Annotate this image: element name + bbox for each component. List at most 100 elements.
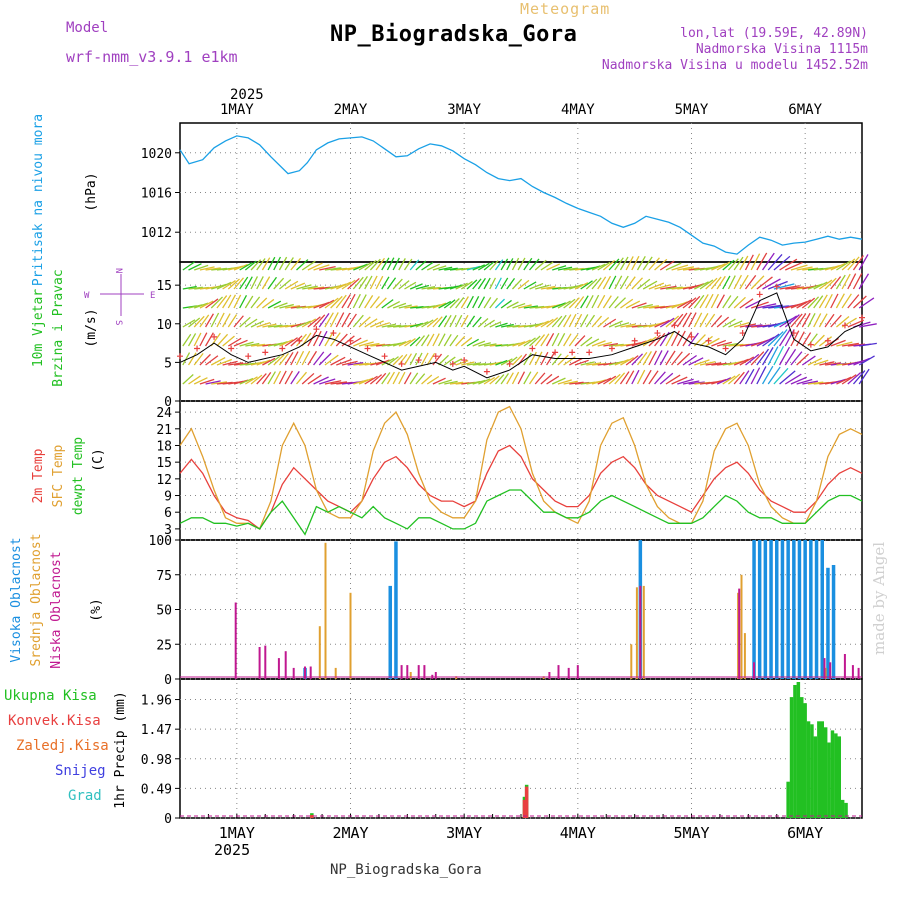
wind-barb [801,355,816,366]
wind-barb [637,303,653,309]
model-value: wrf-nmm_v3.9.1 e1km [66,48,238,66]
wind-barb [585,278,598,290]
wind-barb [489,277,497,290]
wind-gust-mark [313,326,320,333]
wind-barb [790,313,803,328]
lonlat-label: lon,lat (19.59E, 42.89N) [680,26,868,41]
precip-legend-conv: Konvek.Kisa [8,713,101,729]
wind-barb [199,378,215,385]
wind-barb [284,370,294,385]
wind-barb [273,370,282,385]
cloud-y-tick-label: 75 [156,569,172,584]
wind-barb [682,312,692,328]
wind-barb [494,374,505,385]
wind-barb [540,333,550,347]
wind-barb [290,371,300,385]
wind-barb [477,277,486,290]
wind-barb [358,294,367,309]
wind-barb [512,354,523,366]
wind-barb [387,356,399,366]
wind-barb [722,275,731,290]
wind-barb [648,370,659,385]
wind-barb [324,354,339,366]
wind-barb [455,359,469,366]
wind-barb [330,356,346,366]
wind-barb [222,294,232,309]
wind-barb [233,315,244,328]
wind-barb [591,294,600,309]
wind-barb [813,281,828,290]
wind-barb [443,356,456,366]
cloud-unit: (%) [89,598,104,621]
wind-barb [278,352,289,366]
wind-barb [557,266,573,271]
wind-barb [705,337,720,347]
wind-barb [608,320,623,328]
wind-gust-mark [432,353,439,360]
wind-barb [676,312,688,328]
wind-barb [830,293,839,309]
wind-barb [244,260,257,271]
wind-barb [744,368,755,385]
wind-barb [489,375,500,385]
wind-barb [455,314,463,328]
wind-barb [205,380,221,385]
wind-barb [830,339,846,347]
wind-y-tick-label: 5 [164,356,172,371]
wind-unit: (m/s) [84,308,99,347]
wind-barb [341,312,351,328]
bar-ukupna-kisa [834,733,838,818]
wind-barb [852,370,866,385]
cloud-y-tick-label: 50 [156,604,172,619]
wind-barb [205,267,221,271]
wind-barb [489,361,503,366]
wind-barb [773,345,785,366]
wind-barb [688,312,697,328]
pressure-label: Pritisak na nivou mora [31,114,46,286]
wind-barb [409,372,419,385]
wind-barb [665,350,676,366]
wind-barb [307,350,318,366]
bar-srednja-oblacnost [743,633,746,679]
wind-barb [335,294,347,309]
wind-barb [568,334,579,347]
wind-barb [336,358,352,366]
wind-barb [268,324,283,328]
wind-barb [773,367,789,385]
wind-barb [574,282,589,290]
bottom-day-label: 6MAY [787,824,823,842]
wind-barb [347,337,362,347]
wind-barb [534,259,547,271]
wind-barb [591,263,606,271]
bar-srednja-oblacnost [334,667,337,679]
wind-barb [296,284,312,290]
wind-barb [250,320,265,328]
wind-barb [358,377,374,385]
wind-barb [330,332,341,347]
wind-barb [296,259,309,271]
wind-barb [443,299,456,309]
wind-barb [256,276,264,290]
wind-barb [227,294,237,309]
wind-barb [421,319,434,328]
top-day-label: 6MAY [788,102,822,118]
wind-barb [421,374,433,385]
wind-barb [660,285,677,290]
wind-barb [500,323,514,328]
temp-y-tick-label: 9 [164,490,172,505]
precip-y-tick-label: 0.98 [141,753,172,768]
wind-barb [773,255,791,271]
bar-srednja-oblacnost [740,574,743,680]
wind-gust-mark [483,368,490,375]
wind-label-2: Brzina i Pravac [51,269,66,386]
bar-niska-oblacnost [292,667,295,679]
bar-niska-oblacnost [843,654,846,679]
wind-barb [586,265,601,271]
bottom-day-label: 1MAY [219,824,255,842]
wind-barb [375,297,387,309]
wind-barb [716,261,731,271]
wind-barb [347,277,360,290]
wind-barb [222,313,231,328]
bar-visoka-oblacnost [792,540,796,679]
wind-barb [188,263,202,271]
